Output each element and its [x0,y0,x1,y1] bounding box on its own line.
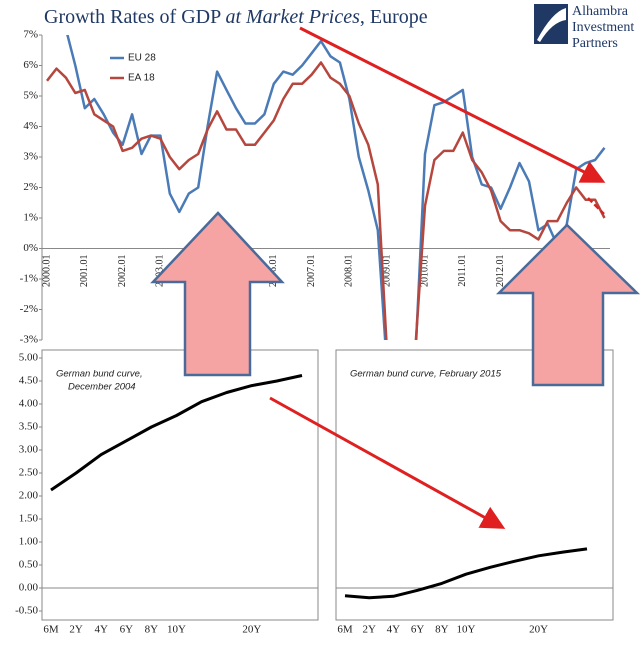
bottom-background [0,350,641,661]
x-tick-label: 2002.01 [117,255,128,288]
title-part: at Market Prices [225,6,360,28]
x-tick-label: 8Y [145,624,159,636]
y-tick-label: 5.00 [19,352,39,364]
y-tick-label: -1% [20,273,38,285]
y-tick-label: 4% [23,120,38,132]
left-curve-chart: 5.00 4.50 4.00 3.50 3.00 2.50 2.00 1.50 1.00 0.50… [15,349,319,636]
panel-frame [335,349,614,621]
title-part: Growth Rates of GDP [44,6,225,28]
x-tick-label: 8Y [435,624,449,636]
title-part: , Europe [360,6,428,28]
x-tick-label: 6Y [120,624,134,636]
x-tick-label: 10Y [457,624,476,636]
y-tick-label: 6% [23,59,38,71]
y-tick-label: 2% [23,181,38,193]
y-tick-label: 1% [23,212,38,224]
y-tick-label: 3.50 [19,421,39,433]
x-tick-label: 4Y [94,624,108,636]
trend-arrow [269,396,506,529]
x-tick-label: 2010.01 [419,255,430,288]
trend-arrow [299,26,606,183]
series-line [50,374,303,492]
annotations [150,26,641,529]
x-tick-label: 4Y [387,624,401,636]
x-tick-label: 2007.01 [306,255,317,288]
panel-title: German bund curve, [56,369,143,380]
x-tick-label: 2011.01 [457,255,468,287]
legend-label: EA 18 [128,73,155,84]
x-tick-label: 2006.01 [268,255,279,288]
y-tick-label: 2.00 [19,490,39,502]
x-tick-label: 20Y [242,624,261,636]
series-line [46,61,606,340]
y-tick-label: 4.50 [19,375,39,387]
y-tick-label: 4.00 [19,398,39,410]
x-tick-label: 10Y [167,624,186,636]
logo-text: Partners [572,36,618,51]
panel-title: German bund curve, February 2015 [350,369,502,380]
x-tick-label: 2000.01 [41,255,52,288]
panel-title: December 2004 [68,382,136,393]
x-tick-label: 6M [337,624,353,636]
y-tick-label: 0% [23,242,38,254]
x-tick-label: 2001.01 [79,255,90,288]
y-tick-label: 5% [23,90,38,102]
y-tick-label: 1.50 [19,513,39,525]
x-tick-label: 2Y [362,624,376,636]
logo-swoosh [537,8,566,42]
y-tick-label: -0.50 [15,605,38,617]
y-tick-label: -2% [20,303,38,315]
x-tick-label: 6M [43,624,59,636]
chart-title: Growth Rates of GDP at Market Prices, Eu… [44,6,428,28]
x-tick-label: 2009.01 [381,255,392,288]
y-tick-label: -3% [20,334,38,346]
x-tick-label: 2Y [69,624,83,636]
dashed-arrow [587,197,605,215]
y-tick-label: 0.00 [19,582,39,594]
series-line [344,547,588,600]
y-tick-label: 3.00 [19,444,39,456]
y-tick-label: 3% [23,151,38,163]
logo-text: Alhambra [572,4,629,19]
x-tick-label: 2012.01 [495,254,506,287]
y-tick-label: 0.50 [19,559,39,571]
y-tick-label: 7% [23,29,38,41]
x-tick-label: 2008.01 [344,255,355,288]
panel-frame [41,349,319,621]
block-arrow [495,223,641,387]
x-tick-label: 2003.01 [155,255,166,288]
logo-text: Investment [572,20,634,35]
logo: Alhambra Investment Partners [534,4,634,51]
legend-label: EU 28 [128,53,156,64]
block-arrow [150,211,285,377]
y-tick-label: 2.50 [19,467,39,479]
right-curve-chart: 6M 2Y 4Y 6Y 8Y 10Y 20Y German bund curve, Febru… [335,349,614,636]
x-tick-label: 20Y [529,624,548,636]
y-tick-label: 1.00 [19,536,39,548]
series-line [66,35,606,340]
x-tick-label: 6Y [411,624,425,636]
